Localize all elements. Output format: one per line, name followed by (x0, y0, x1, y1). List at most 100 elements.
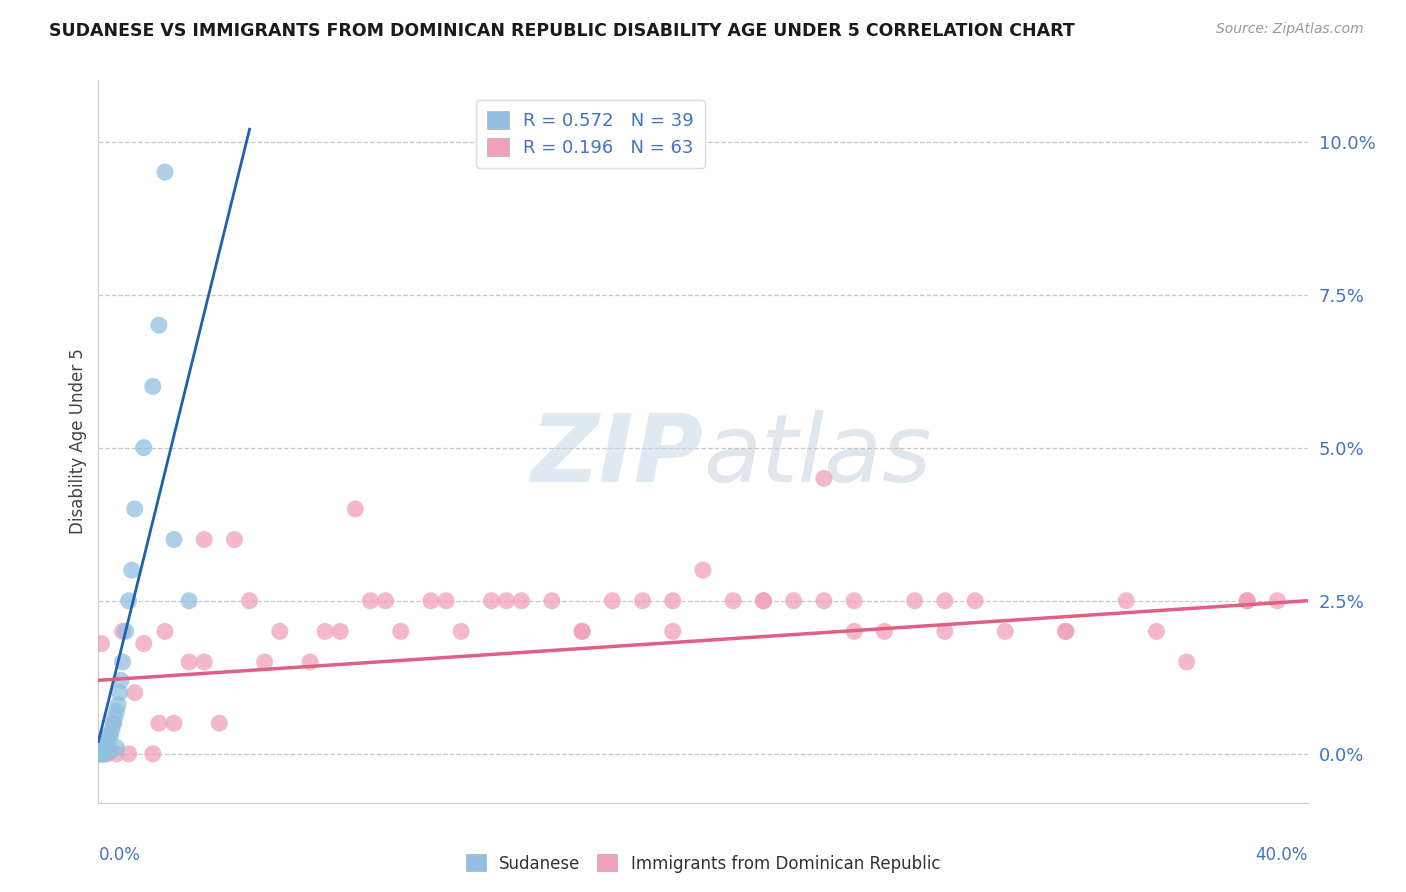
Point (269, 624, 291, 639)
Point (100, 744, 122, 758)
Point (1054, 624, 1077, 639)
Point (1115, 593, 1137, 607)
Point (813, 593, 835, 607)
Point (752, 593, 775, 607)
Point (93, 740, 115, 755)
Point (103, 716, 125, 731)
Point (96, 734, 118, 748)
Y-axis label: Disability Age Under 5: Disability Age Under 5 (69, 349, 87, 534)
Point (1054, 624, 1077, 639)
Point (1267, 593, 1289, 607)
Point (153, 165, 176, 179)
Point (90, 747, 112, 761)
Point (783, 593, 806, 607)
Point (481, 593, 503, 607)
Point (434, 593, 457, 607)
Point (495, 593, 517, 607)
Point (450, 624, 472, 639)
Point (104, 710, 127, 724)
Point (179, 655, 201, 669)
Point (90, 637, 112, 651)
Point (1236, 593, 1258, 607)
Point (142, 379, 165, 393)
Point (110, 673, 132, 688)
Point (1175, 655, 1198, 669)
Point (224, 533, 246, 547)
Point (89, 747, 111, 761)
Point (107, 698, 129, 712)
Point (193, 533, 215, 547)
Point (374, 593, 396, 607)
Point (873, 624, 896, 639)
Point (91, 747, 114, 761)
Point (121, 563, 143, 577)
Point (132, 637, 155, 651)
Point (965, 593, 987, 607)
Point (94, 738, 117, 752)
Point (91, 744, 114, 758)
Point (844, 593, 866, 607)
Point (661, 593, 683, 607)
Point (101, 723, 124, 737)
Point (510, 593, 533, 607)
Point (94, 738, 117, 752)
Point (602, 593, 624, 607)
Point (105, 704, 128, 718)
Point (571, 624, 593, 639)
Point (692, 563, 714, 577)
Point (631, 593, 654, 607)
Text: atlas: atlas (703, 410, 931, 501)
Point (934, 624, 956, 639)
Point (111, 624, 134, 639)
Point (904, 593, 927, 607)
Point (844, 624, 866, 639)
Point (100, 728, 122, 742)
Point (163, 533, 186, 547)
Point (90, 747, 112, 761)
Point (163, 716, 186, 731)
Point (124, 685, 146, 699)
Point (934, 593, 956, 607)
Point (118, 593, 141, 607)
Point (111, 655, 134, 669)
Point (132, 441, 155, 455)
Point (108, 685, 131, 699)
Point (103, 716, 125, 731)
Point (540, 593, 562, 607)
Point (752, 593, 775, 607)
Point (148, 318, 170, 333)
Point (723, 593, 745, 607)
Text: 40.0%: 40.0% (1256, 847, 1308, 864)
Point (344, 502, 367, 516)
Text: Source: ZipAtlas.com: Source: ZipAtlas.com (1216, 22, 1364, 37)
Point (89, 747, 111, 761)
Point (571, 624, 593, 639)
Point (93, 740, 115, 755)
Point (661, 624, 683, 639)
Point (813, 471, 835, 485)
Point (239, 593, 262, 607)
Legend: R = 0.572   N = 39, R = 0.196   N = 63: R = 0.572 N = 39, R = 0.196 N = 63 (477, 100, 704, 168)
Point (91, 747, 114, 761)
Point (90, 747, 112, 761)
Point (91, 744, 114, 758)
Point (90, 747, 112, 761)
Text: 0.0%: 0.0% (98, 847, 141, 864)
Point (98, 728, 121, 742)
Point (124, 502, 146, 516)
Text: SUDANESE VS IMMIGRANTS FROM DOMINICAN REPUBLIC DISABILITY AGE UNDER 5 CORRELATIO: SUDANESE VS IMMIGRANTS FROM DOMINICAN RE… (49, 22, 1076, 40)
Point (118, 747, 141, 761)
Point (193, 655, 215, 669)
Point (1236, 593, 1258, 607)
Point (253, 655, 276, 669)
Point (142, 747, 165, 761)
Point (1146, 624, 1168, 639)
Point (994, 624, 1017, 639)
Point (153, 624, 176, 639)
Point (105, 747, 128, 761)
Point (93, 747, 115, 761)
Point (105, 740, 128, 755)
Point (389, 624, 412, 639)
Point (420, 593, 443, 607)
Point (114, 624, 136, 639)
